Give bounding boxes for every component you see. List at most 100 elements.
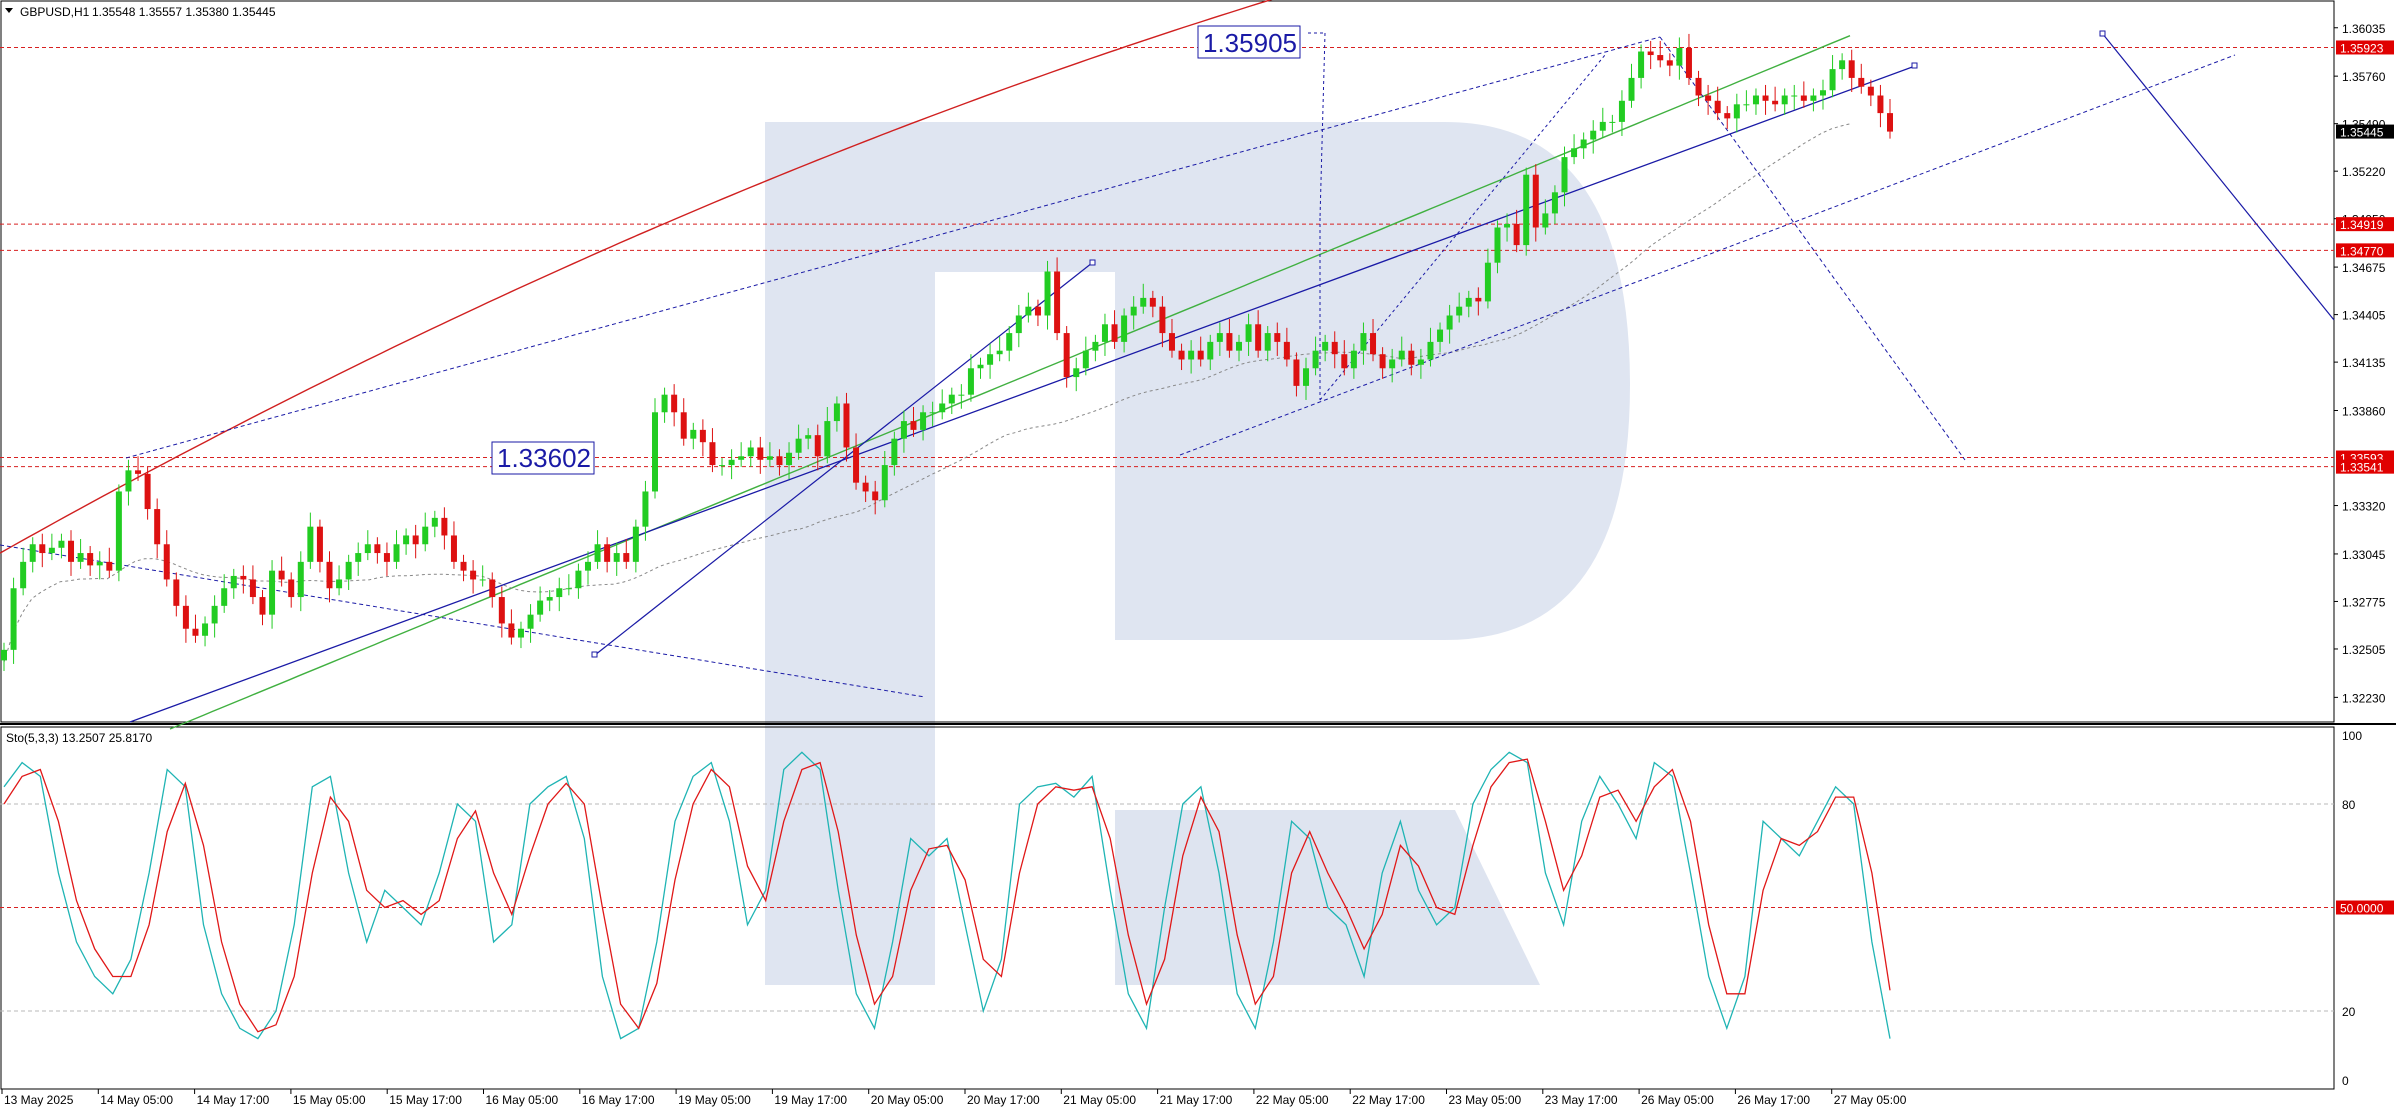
trendline-drop[interactable]	[1319, 32, 1326, 219]
price-tag-bg	[2336, 459, 2394, 474]
dropdown-arrow-icon[interactable]	[5, 8, 13, 13]
candle	[1666, 53, 1673, 77]
candle	[671, 384, 678, 427]
price-tag-bg	[2336, 40, 2394, 55]
candle	[135, 456, 142, 481]
trendline-channel-upper[interactable]	[125, 36, 1661, 459]
candle	[1858, 63, 1865, 94]
ma-dotted-line	[3, 123, 1851, 663]
trendline-forecast-up[interactable]	[1319, 54, 1606, 401]
trendline-handle[interactable]	[1089, 259, 1096, 266]
time-tick-label: 21 May 17:00	[1160, 1093, 1233, 1107]
candle	[297, 551, 304, 612]
candle	[900, 410, 907, 453]
annotation-label-a[interactable]: 1.33602	[491, 441, 595, 475]
trendline-handle[interactable]	[591, 651, 598, 658]
candle	[1159, 296, 1166, 348]
candle	[958, 384, 965, 409]
candle	[977, 357, 984, 379]
time-tick-label: 14 May 05:00	[100, 1093, 173, 1107]
candle	[910, 406, 917, 437]
trendline-handle[interactable]	[1911, 62, 1918, 69]
candle	[1590, 120, 1597, 154]
candle	[1733, 93, 1740, 133]
candle	[1542, 199, 1549, 235]
candle	[1322, 334, 1329, 362]
candle	[1293, 352, 1300, 397]
candle	[632, 519, 639, 573]
price-tick-label: 1.32505	[2342, 643, 2386, 657]
candle	[1379, 347, 1386, 379]
trendline-handle[interactable]	[2099, 30, 2106, 37]
candle	[939, 389, 946, 420]
candle	[1264, 326, 1271, 362]
candle	[403, 528, 410, 555]
candle	[699, 419, 706, 457]
time-tick-label: 16 May 05:00	[486, 1093, 559, 1107]
trendline-channel-lower[interactable]	[1179, 54, 2236, 456]
candle	[259, 590, 266, 626]
candle	[575, 563, 582, 599]
trendline-descending[interactable]	[0, 544, 926, 698]
candle	[58, 533, 65, 559]
candle	[221, 574, 228, 613]
candle	[1561, 146, 1568, 207]
candle	[1551, 185, 1558, 224]
candle	[68, 530, 75, 576]
candle	[1073, 357, 1080, 392]
candle	[1676, 37, 1683, 80]
candle	[1887, 99, 1893, 139]
candle	[1599, 107, 1606, 138]
candle	[1034, 299, 1041, 327]
candle	[230, 568, 237, 599]
candle	[1188, 340, 1195, 374]
candle	[307, 512, 314, 569]
time-tick-label: 15 May 17:00	[389, 1093, 462, 1107]
candle	[872, 480, 879, 515]
candle	[1685, 33, 1692, 85]
candle	[1714, 86, 1721, 121]
candle	[1484, 248, 1491, 309]
candle	[441, 507, 448, 550]
candle	[1657, 40, 1664, 68]
candle	[1283, 327, 1290, 367]
candle	[498, 586, 505, 638]
candle	[1618, 90, 1625, 136]
stochastic-tick-label: 0	[2342, 1074, 2349, 1088]
candle	[211, 595, 218, 638]
time-tick-label: 27 May 05:00	[1834, 1093, 1907, 1107]
candle	[249, 565, 256, 605]
candle	[1140, 283, 1147, 314]
candle	[336, 565, 343, 596]
candle	[1705, 84, 1712, 115]
trendline-right-down[interactable]	[2101, 32, 2335, 321]
price-tick-label: 1.32775	[2342, 595, 2386, 609]
candle	[1829, 55, 1836, 98]
candle	[1044, 260, 1051, 330]
candle	[1877, 84, 1884, 128]
candle	[1168, 319, 1175, 358]
candle	[795, 424, 802, 460]
candle	[967, 354, 974, 402]
candle	[1571, 134, 1578, 165]
candle	[623, 538, 630, 569]
candle	[431, 510, 438, 538]
candle	[929, 401, 936, 427]
candle	[719, 458, 726, 476]
candle	[154, 498, 161, 559]
trendline-forecast-down[interactable]	[1659, 36, 1966, 461]
stochastic-tick-label: 80	[2342, 798, 2356, 812]
trendline-main[interactable]	[129, 65, 1916, 723]
candle	[1360, 322, 1367, 365]
candle	[1063, 326, 1070, 388]
candle	[202, 616, 209, 647]
candle	[326, 551, 333, 603]
time-axis: 13 May 2025 14 May 05:00 14 May 17:00 15 Ma…	[1, 1089, 1907, 1107]
candle	[393, 530, 400, 569]
candle	[1111, 310, 1118, 349]
annotation-label-b[interactable]: 1.35905	[1197, 25, 1301, 59]
time-tick-label: 14 May 17:00	[197, 1093, 270, 1107]
stochastic-tag: 50.0000	[2340, 902, 2384, 916]
ohlc-readout: 1.35548 1.35557 1.35380 1.35445	[92, 5, 276, 19]
candle	[987, 343, 994, 379]
